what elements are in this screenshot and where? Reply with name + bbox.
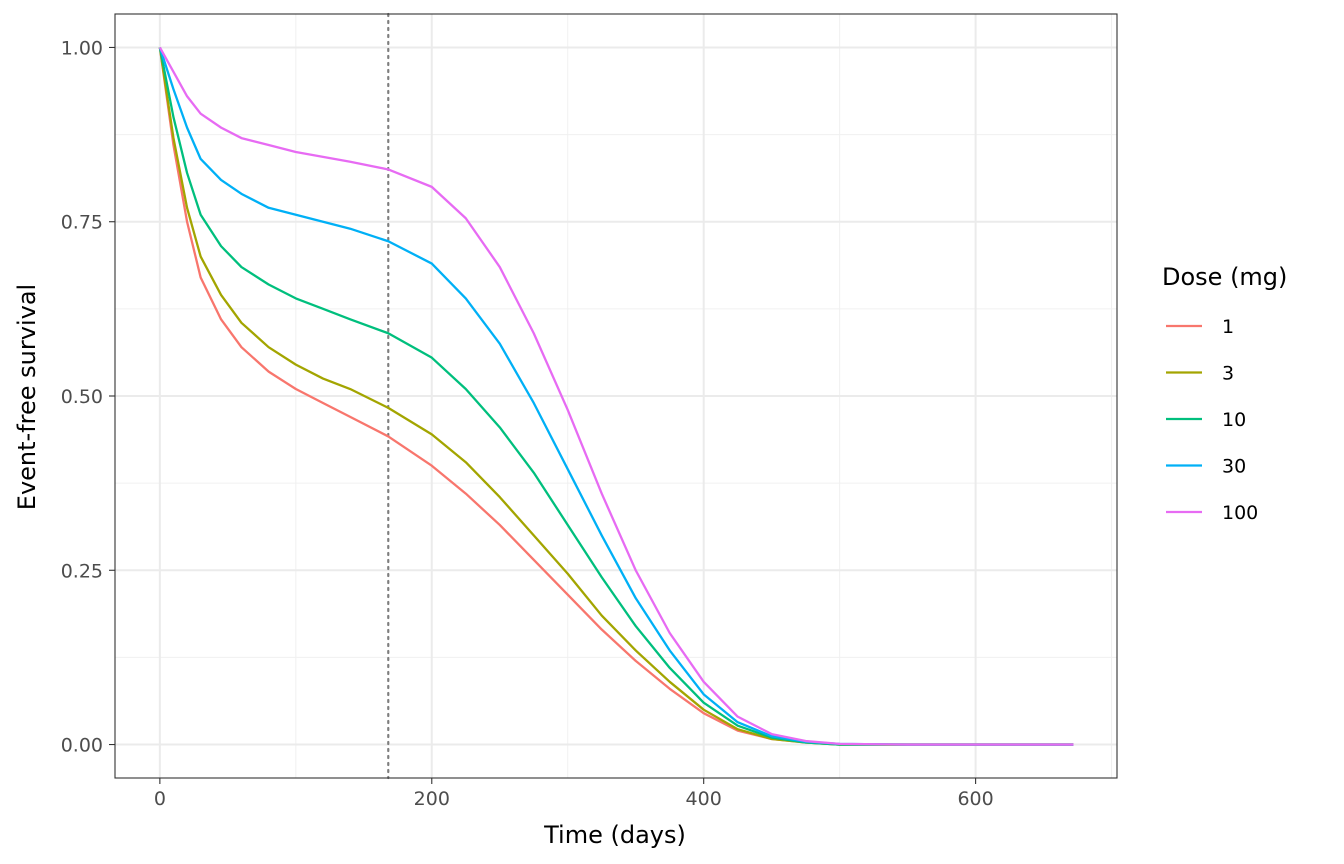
legend-label-100: 100 — [1222, 502, 1258, 524]
y-tick-label: 0.50 — [61, 386, 103, 408]
legend-title: Dose (mg) — [1162, 263, 1287, 291]
x-tick-label: 400 — [686, 788, 722, 810]
series-lines — [158, 46, 1074, 746]
x-tick-label: 600 — [957, 788, 993, 810]
legend-label-1: 1 — [1222, 316, 1234, 338]
legend-label-3: 3 — [1222, 363, 1234, 385]
y-tick-label: 0.75 — [61, 212, 103, 234]
x-tick-label: 0 — [154, 788, 166, 810]
y-tick-label: 1.00 — [61, 37, 103, 59]
legend-items: 1 3 10 30 100 — [1166, 316, 1258, 524]
axes: 0 200 400 600 0.00 0.25 0.50 0.75 1.00 — [61, 37, 994, 810]
x-tick-label: 200 — [414, 788, 450, 810]
y-tick-label: 0.00 — [61, 735, 103, 757]
y-tick-label: 0.25 — [61, 560, 103, 582]
series-line-100 — [158, 46, 1074, 746]
legend: Dose (mg) 1 3 10 30 100 — [1162, 263, 1287, 524]
x-axis-title: Time (days) — [543, 821, 686, 849]
y-axis-title: Event-free survival — [13, 284, 41, 510]
legend-label-30: 30 — [1222, 456, 1246, 478]
legend-label-10: 10 — [1222, 409, 1246, 431]
